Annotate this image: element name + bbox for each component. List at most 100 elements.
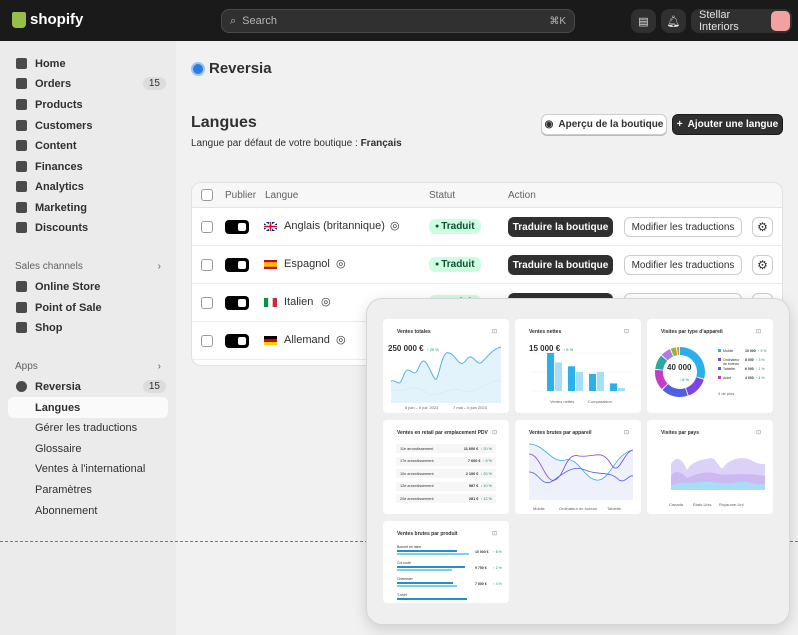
store-menu[interactable]: Stellar Interiors [691,9,792,33]
eye-icon[interactable]: ◎ [336,258,346,270]
bar-net-sales [610,383,617,391]
home-icon [16,58,27,69]
sidebar-item-discounts[interactable]: Discounts [8,217,168,238]
bar-net-sales [589,373,596,391]
inbox-icon[interactable]: ▤ [631,9,656,33]
chart-options-icon[interactable]: ⊡ [623,329,629,335]
chart-options-icon[interactable]: ⊡ [755,329,761,335]
sidebar-item-shop[interactable]: Shop [8,317,168,338]
chart-options-icon[interactable]: ⊡ [623,430,629,436]
sidebar-item-products[interactable]: Products [8,94,168,115]
edit-translations-button[interactable]: Modifier les traductions [624,255,742,275]
analytics-dashboard-preview: Ventes totales ⊡ 250 000 € ↑ 20 % 6 juin –… [366,298,790,625]
sales-channels-header[interactable]: Sales channels › [15,261,161,272]
eye-icon[interactable]: ◎ [336,334,346,346]
list-item: 10e arrondissement 2 100 € ↑ 20 % [396,469,496,478]
bank-icon [16,161,27,172]
preview-store-button[interactable]: ◉ Aperçu de la boutique [541,114,667,135]
gear-icon[interactable]: ⚙ [752,255,773,275]
eye-icon[interactable]: ◎ [390,220,400,232]
edit-translations-button[interactable]: Modifier les traductions [624,217,742,237]
sidebar-item-content[interactable]: Content [8,135,168,156]
app-title: Reversia [191,60,272,77]
plus-icon: + [676,119,683,130]
row-checkbox[interactable] [201,335,213,347]
card-retail-pos: Ventes en retail par emplacement PDV ⊡ 11… [383,420,509,514]
search-input[interactable]: ⌕ Search ⌘K [221,9,575,33]
bar [397,598,467,600]
bar-comparison [618,387,625,391]
eye-icon: ◉ [544,119,554,130]
shortcut-hint: ⌘K [549,15,566,27]
translate-store-button[interactable]: Traduire la boutique [508,217,613,237]
sidebar-item-analytics[interactable]: Analytics [8,176,168,197]
list-item: 11e arrondissement 11 600 € ↑ 20 % [396,444,496,453]
publish-toggle[interactable] [225,220,249,234]
legend-item: Mobile 10 000 ↑ 5 % [718,349,770,353]
sidebar-item-glossary[interactable]: Glossaire [35,442,82,455]
bar [397,553,469,555]
bar [397,585,457,587]
list-item: Chemisier 7 500 € ↑ 4 % [397,577,502,587]
flag-icon [264,336,277,345]
sidebar-item-langues[interactable]: Langues [8,397,168,418]
bar-net-sales [568,366,575,391]
chart-options-icon[interactable]: ⊡ [491,329,497,335]
shop-icon [16,322,27,333]
row-checkbox[interactable] [201,259,213,271]
chart-options-icon[interactable]: ⊡ [755,430,761,436]
publish-toggle[interactable] [225,258,249,272]
sidebar-item-orders[interactable]: Orders 15 [8,73,168,94]
sidebar-item-customers[interactable]: Customers [8,115,168,136]
page-title: Langues [191,114,257,131]
sidebar: Home Orders 15 Products Customers Content… [0,41,176,635]
add-language-button[interactable]: + Ajouter une langue [672,114,783,135]
default-language: Langue par défaut de votre boutique : Fr… [191,138,402,149]
list-item: T-shirt [397,593,507,607]
card-visits-country: Visites par pays ⊡ Canada États-Unis Royaum… [647,420,773,514]
bar [397,582,453,584]
sidebar-item-reversia[interactable]: Reversia 15 [8,376,168,397]
flag-icon [263,221,278,232]
chart-options-icon[interactable]: ⊡ [491,430,497,436]
row-checkbox[interactable] [201,221,213,233]
row-checkbox[interactable] [201,297,213,309]
bar [397,550,457,552]
table-row: Espagnol ◎ Traduit Traduire la boutique … [192,246,782,284]
language-name: Anglais (britannique) [284,220,385,232]
language-name: Espagnol [284,258,330,270]
apps-header[interactable]: Apps › [15,361,161,372]
sidebar-item-manage-translations[interactable]: Gérer les traductions [35,421,138,434]
sidebar-item-online-store[interactable]: Online Store [8,276,168,297]
discount-icon [16,222,27,233]
sidebar-item-home[interactable]: Home [8,53,168,74]
sidebar-item-pos[interactable]: Point of Sale [8,297,168,318]
shopify-bag-icon [12,11,26,28]
orders-icon [16,78,27,89]
publish-toggle[interactable] [225,334,249,348]
translate-store-button[interactable]: Traduire la boutique [508,255,613,275]
donut-slice [680,347,705,379]
publish-toggle[interactable] [225,296,249,310]
sidebar-item-subscription[interactable]: Abonnement [35,504,98,517]
card-gross-product: Ventes brutes par produit ⊡ Bonnet en lai… [383,521,509,603]
chart-options-icon[interactable]: ⊡ [491,531,497,537]
shopify-logo[interactable]: shopify [12,11,83,28]
bar [397,569,452,571]
flag-icon [264,298,277,307]
sidebar-item-international[interactable]: Ventes à l'international [35,462,146,475]
sidebar-item-marketing[interactable]: Marketing [8,197,168,218]
language-name: Allemand [284,334,330,346]
sidebar-item-finances[interactable]: Finances [8,156,168,177]
eye-icon[interactable]: ◎ [321,296,331,308]
donut-slice [676,347,680,356]
legend-swatch [718,349,721,352]
status-badge: Traduit [429,219,481,234]
gear-icon[interactable]: ⚙ [752,217,773,237]
chevron-right-icon: › [157,361,161,372]
sidebar-item-settings[interactable]: Paramètres [35,483,92,496]
card-net-sales: Ventes nettes ⊡ 15 000 € ↑ 5 % Ventes nett… [515,319,641,413]
bell-icon[interactable]: 🔔︎ [661,9,686,33]
avatar [770,11,790,31]
select-all-checkbox[interactable] [201,189,213,201]
